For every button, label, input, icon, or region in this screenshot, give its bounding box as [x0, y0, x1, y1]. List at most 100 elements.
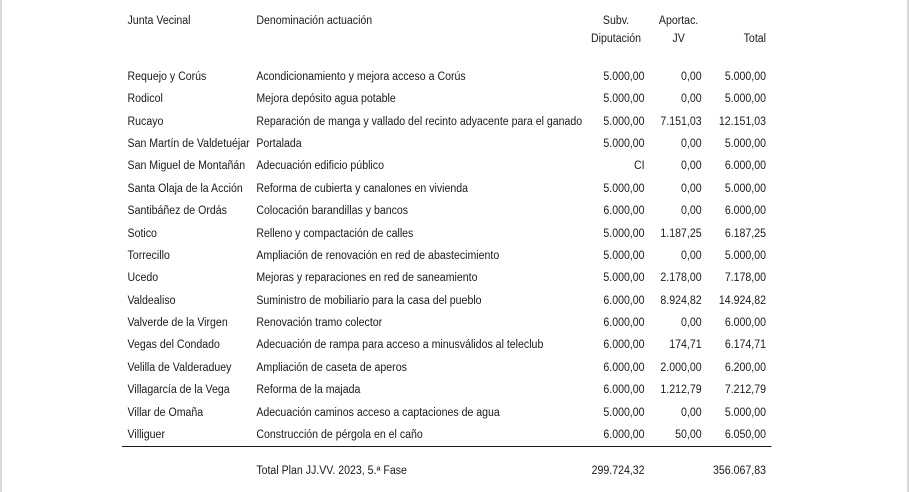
- cell-junta-vecinal: Velilla de Valderaduey: [127, 361, 232, 374]
- cell-junta-vecinal: Requejo y Corús: [127, 71, 207, 83]
- cell-denominacion: Adecuación caminos acceso a captaciones …: [256, 406, 500, 419]
- header-subvencion-line2: Diputación: [591, 33, 642, 45]
- cell-denominacion: Mejoras y reparaciones en red de saneami…: [256, 272, 478, 285]
- cell-junta-vecinal: Sotico: [127, 227, 157, 240]
- table-row: Villagarcía de la Vega Reforma de la maja…: [122, 379, 772, 401]
- cell-subvencion: 6.000,00: [603, 361, 645, 374]
- cell-subvencion: 5.000,00: [603, 93, 645, 106]
- total-subvencion: 299.724,32: [582, 446, 651, 486]
- cell-junta-vecinal: Torrecillo: [127, 249, 170, 262]
- cell-junta-vecinal: Santibáñez de Ordás: [127, 205, 227, 218]
- cell-aportacion: 174,71: [669, 339, 702, 352]
- header-aportacion-line1: Aportac.: [658, 15, 699, 27]
- cell-subvencion: 6.000,00: [603, 317, 645, 330]
- total-empty-cell: [122, 446, 251, 486]
- cell-denominacion: Adecuación de rampa para acceso a minusv…: [256, 339, 544, 352]
- cell-total: 14.924,82: [718, 294, 766, 307]
- page-border-left: [0, 0, 2, 492]
- cell-junta-vecinal: San Martín de Valdetuéjar: [127, 137, 250, 150]
- juntas-vecinales-table: Junta Vecinal Denominación actuación Sub…: [122, 8, 772, 486]
- cell-subvencion: 6.000,00: [603, 384, 645, 397]
- cell-total: 6.000,00: [724, 160, 766, 173]
- total-general: 356.067,83: [707, 446, 772, 486]
- cell-denominacion: Ampliación de renovación en red de abast…: [256, 249, 500, 262]
- cell-aportacion: 50,00: [675, 429, 702, 442]
- page-border-right: [907, 0, 909, 492]
- cell-subvencion: 5.000,00: [603, 272, 645, 285]
- cell-total: 5.000,00: [724, 406, 766, 419]
- table-row: Villiguer Construcción de pérgola en el c…: [122, 424, 772, 447]
- table-row: Valdealiso Suministro de mobiliario para …: [122, 290, 772, 312]
- cell-junta-vecinal: Rucayo: [127, 115, 164, 128]
- cell-total: 6.000,00: [724, 317, 766, 330]
- cell-total: 5.000,00: [724, 137, 766, 150]
- cell-total: 7.212,79: [724, 384, 766, 397]
- cell-aportacion: 7.151,03: [660, 115, 702, 128]
- cell-aportacion: 0,00: [681, 205, 702, 218]
- table-row: Santa Olaja de la Acción Reforma de cubie…: [122, 178, 772, 200]
- cell-denominacion: Reforma de cubierta y canalones en vivie…: [256, 182, 469, 195]
- cell-junta-vecinal: Villagarcía de la Vega: [127, 384, 230, 397]
- header-denominacion: Denominación actuación: [256, 15, 373, 27]
- table-row: Rucayo Reparación de manga y vallado del …: [122, 110, 772, 132]
- cell-subvencion: 5.000,00: [603, 406, 645, 419]
- cell-junta-vecinal: Villiguer: [127, 429, 165, 442]
- cell-aportacion: 0,00: [681, 137, 702, 150]
- header-junta-vecinal: Junta Vecinal: [127, 15, 191, 27]
- total-label: Total Plan JJ.VV. 2023, 5.ª Fase: [250, 446, 583, 486]
- cell-total: 5.000,00: [724, 93, 766, 106]
- table-row: Requejo y Corús Acondicionamiento y mejor…: [122, 54, 772, 88]
- table-row: San Miguel de Montañán Adecuación edifici…: [122, 155, 772, 177]
- cell-denominacion: Acondicionamiento y mejora acceso a Corú…: [256, 71, 466, 83]
- cell-denominacion: Suministro de mobiliario para la casa de…: [256, 294, 482, 307]
- cell-denominacion: Mejora depósito agua potable: [256, 93, 396, 106]
- cell-total: 6.050,00: [724, 429, 766, 442]
- table-row: Valverde de la Virgen Renovación tramo co…: [122, 312, 772, 334]
- cell-subvencion: 6.000,00: [603, 205, 645, 218]
- cell-aportacion: 0,00: [681, 182, 702, 195]
- cell-aportacion: 0,00: [681, 160, 702, 173]
- cell-aportacion: 2.000,00: [660, 361, 702, 374]
- cell-junta-vecinal: Valdealiso: [127, 294, 176, 307]
- cell-junta-vecinal: Vegas del Condado: [127, 339, 220, 352]
- cell-subvencion: 6.000,00: [603, 339, 645, 352]
- cell-subvencion: 5.000,00: [603, 227, 645, 240]
- cell-aportacion: 0,00: [681, 317, 702, 330]
- header-subvencion-line1: Subv.: [602, 15, 630, 27]
- table-row: Sotico Relleno y compactación de calles 5.…: [122, 222, 772, 244]
- cell-total: 6.000,00: [724, 205, 766, 218]
- table-row: San Martín de Valdetuéjar Portalada 5.000,…: [122, 133, 772, 155]
- cell-junta-vecinal: Rodicol: [127, 93, 163, 106]
- cell-aportacion: 0,00: [681, 93, 702, 106]
- header-subvencion: Subv. Diputación: [582, 8, 650, 54]
- table-row: Santibáñez de Ordás Colocación barandilla…: [122, 200, 772, 222]
- header-aportacion-line2: JV: [672, 33, 685, 45]
- cell-aportacion: 2.178,00: [660, 272, 702, 285]
- table-header-row: Junta Vecinal Denominación actuación Sub…: [122, 8, 772, 54]
- cell-total: 6.174,71: [724, 339, 766, 352]
- cell-subvencion: 5.000,00: [603, 137, 645, 150]
- cell-junta-vecinal: Villar de Omaña: [127, 406, 204, 419]
- table-row: Rodicol Mejora depósito agua potable 5.000…: [122, 88, 772, 110]
- table-row: Villar de Omaña Adecuación caminos acceso…: [122, 401, 772, 423]
- cell-subvencion: 5.000,00: [603, 71, 645, 83]
- total-aportacion: [650, 446, 708, 486]
- header-total: Total: [707, 8, 771, 54]
- cell-denominacion: Relleno y compactación de calles: [256, 227, 414, 240]
- cell-denominacion: Portalada: [256, 137, 302, 150]
- table-row: Vegas del Condado Adecuación de rampa par…: [122, 334, 772, 356]
- cell-denominacion: Renovación tramo colector: [256, 317, 383, 330]
- table-row: Velilla de Valderaduey Ampliación de case…: [122, 357, 772, 379]
- cell-aportacion: 0,00: [681, 249, 702, 262]
- cell-subvencion: 6.000,00: [603, 429, 645, 442]
- cell-total: 6.187,25: [724, 227, 766, 240]
- cell-junta-vecinal: Santa Olaja de la Acción: [127, 182, 243, 195]
- table-row: Ucedo Mejoras y reparaciones en red de sa…: [122, 267, 772, 289]
- cell-total: 5.000,00: [724, 71, 766, 83]
- cell-aportacion: 8.924,82: [660, 294, 702, 307]
- cell-subvencion: 6.000,00: [603, 294, 645, 307]
- header-total-label: Total: [743, 33, 766, 45]
- cell-denominacion: Construcción de pérgola en el caño: [256, 429, 423, 442]
- cell-subvencion: CI: [633, 160, 645, 173]
- table-row: Torrecillo Ampliación de renovación en re…: [122, 245, 772, 267]
